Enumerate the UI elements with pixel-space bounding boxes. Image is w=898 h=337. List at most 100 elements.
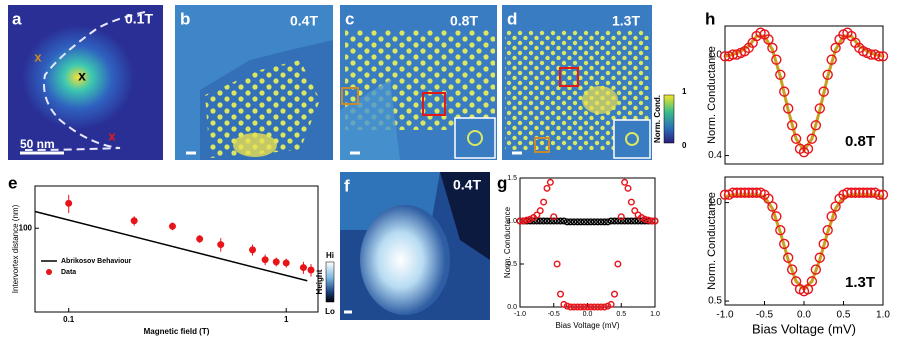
- inset: [454, 117, 496, 159]
- data-point: [779, 86, 790, 97]
- data-point: [865, 49, 877, 60]
- data-point: [526, 215, 534, 223]
- data-point: [580, 218, 588, 226]
- data-point: [130, 217, 138, 225]
- legend-marker: [46, 269, 52, 275]
- data-point: [719, 189, 731, 200]
- data-point: [573, 303, 581, 311]
- data-point: [546, 178, 554, 186]
- panel-letter: e: [8, 173, 17, 192]
- chart: e 0.1 1 100 Magnetic field (T) Intervortex di…: [8, 173, 319, 336]
- data-point: [850, 187, 861, 198]
- data-point: [604, 302, 612, 310]
- boundary: [24, 11, 146, 151]
- vortex-glow: [15, 15, 155, 145]
- data-point: [594, 218, 602, 226]
- data-point: [651, 217, 659, 225]
- data-point: [536, 207, 544, 215]
- data-point: [553, 217, 561, 225]
- data-point: [607, 300, 615, 308]
- data-point: [621, 178, 629, 186]
- data-point: [530, 217, 538, 225]
- field-label: 0.4T: [453, 177, 481, 193]
- data-point: [617, 213, 625, 221]
- data-point: [818, 86, 829, 97]
- field-label: 0.1T: [125, 11, 153, 27]
- y-axis-label: Norm. Conductance: [706, 192, 718, 290]
- data-point: [540, 198, 548, 206]
- legend-label: Data: [61, 269, 76, 276]
- bright-region: [582, 86, 618, 114]
- y-tick-label: 0.4: [708, 150, 722, 161]
- marker: x: [34, 49, 42, 64]
- data-point: [516, 217, 524, 225]
- data-point: [830, 42, 841, 54]
- y-tick-label: 1.0: [708, 49, 722, 60]
- data-point: [550, 217, 558, 225]
- colorbar-min: 0: [682, 141, 687, 150]
- data-point: [594, 303, 602, 311]
- panel-letter: g: [497, 173, 507, 192]
- data-point: [577, 218, 585, 226]
- marker-box: [341, 87, 359, 105]
- data-point: [802, 143, 814, 155]
- data-point: [771, 54, 782, 65]
- colorbar-max: Hi: [326, 251, 334, 260]
- data-point: [743, 187, 754, 198]
- data-point: [826, 211, 837, 222]
- data-point: [543, 184, 551, 192]
- data-point: [739, 187, 750, 198]
- data-point: [624, 184, 632, 192]
- annotation: 1.3T: [845, 274, 875, 291]
- colorbar: [325, 261, 335, 303]
- data-point: [272, 258, 280, 266]
- data-point: [560, 217, 568, 225]
- y-axis-label: Norm. Conductance: [503, 206, 512, 278]
- x-tick-label: -0.5: [756, 310, 774, 321]
- data-point: [865, 187, 877, 198]
- data-point: [299, 264, 307, 272]
- data-point: [631, 217, 639, 225]
- data-point: [763, 34, 774, 45]
- chart: -1.0 -0.5 0.0 0.5 1.0 0.5 1.0 Bias Voltage (mV)…: [706, 176, 890, 336]
- data-point: [573, 218, 581, 226]
- region: [340, 80, 400, 160]
- x-axis-label: Bias Voltage (mV): [555, 321, 619, 330]
- y-tick-label: 100: [19, 223, 33, 232]
- data-point: [631, 207, 639, 215]
- data-point: [727, 187, 739, 198]
- plot-frame: [724, 25, 884, 165]
- data-point: [842, 187, 853, 198]
- data-point: [814, 103, 825, 114]
- data-point: [584, 303, 592, 311]
- data-point: [621, 217, 629, 225]
- data-point: [65, 199, 73, 207]
- data-point: [810, 120, 822, 131]
- data-point: [638, 214, 646, 222]
- data-point: [779, 238, 790, 250]
- marker-box: [422, 92, 446, 116]
- data-point: [600, 303, 608, 311]
- field-label: 0.4T: [290, 13, 318, 29]
- data-point: [550, 213, 558, 221]
- data-point: [567, 218, 575, 226]
- y-tick-label: 1.5: [507, 175, 517, 182]
- data-point: [641, 215, 649, 223]
- data-point: [767, 201, 778, 212]
- data-point: [261, 256, 269, 264]
- data-point: [846, 187, 857, 198]
- marker-box: [534, 137, 550, 153]
- panel-letter: f: [344, 176, 350, 195]
- plot-frame: [34, 185, 319, 313]
- data-point: [533, 211, 541, 219]
- data-point: [584, 218, 592, 226]
- x-tick-label: -1.0: [716, 310, 734, 321]
- x-tick-label: -1.0: [514, 311, 526, 318]
- data-point: [600, 218, 608, 226]
- y-axis-label: Intervortex distance (nm): [11, 204, 20, 293]
- data-point: [786, 120, 798, 131]
- data-point: [747, 187, 758, 198]
- colorbar-max: 1: [682, 87, 687, 96]
